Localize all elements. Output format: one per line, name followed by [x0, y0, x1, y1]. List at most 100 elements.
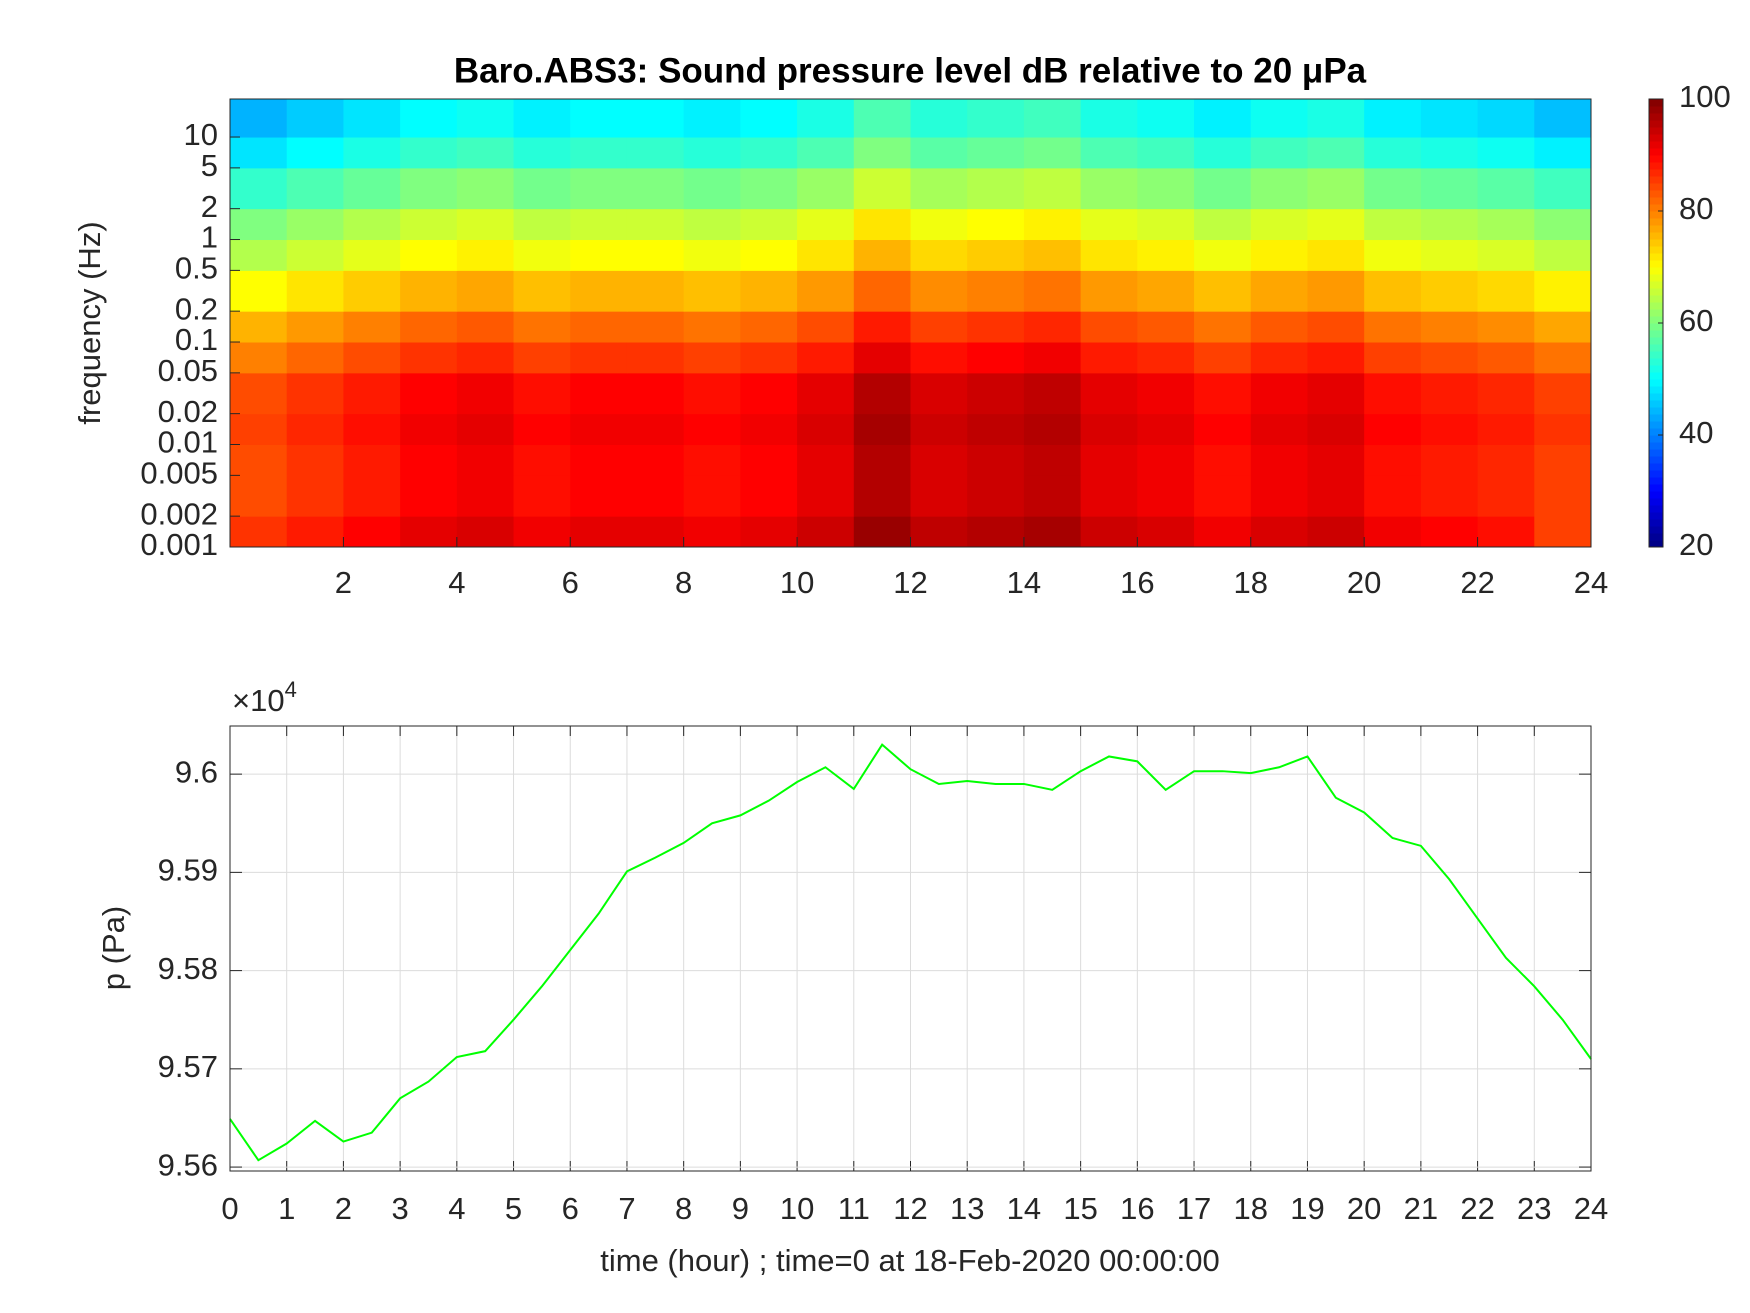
x-tick-label: 24	[1574, 1191, 1608, 1226]
heatmap-cell	[400, 99, 458, 138]
heatmap-cell	[910, 239, 968, 271]
heatmap-cell	[570, 475, 628, 517]
colorbar-segment	[1649, 393, 1663, 401]
heatmap-cell	[1477, 208, 1535, 241]
heatmap-cell	[570, 342, 628, 374]
heatmap-cell	[343, 475, 401, 517]
heatmap-cell	[797, 137, 855, 169]
heatmap-cell	[1420, 270, 1479, 312]
heatmap-cell	[1477, 516, 1535, 548]
colorbar-segment	[1649, 162, 1663, 170]
x-tick-label: 16	[1120, 565, 1154, 600]
colorbar-segment	[1649, 141, 1663, 149]
heatmap-cell	[513, 99, 571, 138]
colorbar-segment	[1649, 351, 1663, 359]
heatmap-cell	[967, 342, 1025, 374]
heatmap-cell	[1080, 342, 1138, 374]
colorbar-segment	[1649, 183, 1663, 191]
colorbar-segment	[1649, 274, 1663, 282]
x-tick-label: 20	[1347, 1191, 1381, 1226]
heatmap-cell	[910, 342, 968, 374]
heatmap-cell	[343, 208, 401, 241]
heatmap-cell	[626, 167, 685, 210]
heatmap-cell	[1023, 444, 1082, 476]
heatmap-cell	[1477, 311, 1535, 343]
heatmap-cell	[740, 444, 798, 476]
heatmap-cell	[456, 239, 515, 271]
heatmap-cell	[1477, 372, 1535, 415]
heatmap-cell	[1477, 413, 1535, 446]
heatmap-cell	[1137, 137, 1195, 169]
heatmap-cell	[286, 475, 344, 517]
chart-title: Baro.ABS3: Sound pressure level dB relat…	[454, 51, 1367, 90]
heatmap-cell	[626, 208, 685, 241]
y-tick-label: 9.6	[175, 754, 218, 789]
colorbar-segment	[1649, 197, 1663, 205]
heatmap-cell	[683, 516, 741, 548]
colorbar-segment	[1649, 358, 1663, 366]
heatmap-cell	[1364, 444, 1422, 476]
heatmap-cell	[740, 516, 798, 548]
heatmap-cell	[967, 99, 1025, 138]
heatmap-cell	[1023, 167, 1082, 210]
colorbar-segment	[1649, 302, 1663, 310]
data-line	[229, 743, 1592, 1162]
colorbar-segment	[1649, 176, 1663, 184]
heatmap-cell	[1534, 342, 1592, 374]
heatmap-cell	[1364, 208, 1422, 241]
heatmap-cell	[1194, 413, 1252, 446]
colorbar-segment	[1649, 428, 1663, 436]
heatmap-cell	[1137, 342, 1195, 374]
heatmap-cell	[400, 372, 458, 415]
heatmap-cell	[1307, 208, 1365, 241]
heatmap-cell	[1307, 342, 1365, 374]
heatmap-cell	[797, 270, 855, 312]
heatmap-cell	[570, 208, 628, 241]
heatmap-cell	[1137, 270, 1195, 312]
heatmap-cell	[1250, 372, 1308, 415]
heatmap-cell	[1477, 270, 1535, 312]
heatmap-cell	[626, 372, 685, 415]
heatmap-cell	[853, 372, 911, 415]
heatmap-cell	[853, 167, 911, 210]
colorbar-segment	[1649, 456, 1663, 464]
y-tick-label: 0.01	[158, 425, 218, 460]
heatmap-cell	[1364, 270, 1422, 312]
heatmap-cell	[1023, 475, 1082, 517]
heatmap-cell	[1534, 99, 1592, 138]
heatmap-cell	[456, 475, 515, 517]
heatmap-cell	[1420, 239, 1479, 271]
heatmap-cell	[1534, 516, 1592, 548]
heatmap-cell	[853, 444, 911, 476]
y-tick-label: 0.02	[158, 394, 218, 429]
heatmap-cell	[797, 444, 855, 476]
heatmap-cell	[1023, 99, 1082, 138]
heatmap-cell	[286, 137, 344, 169]
heatmap-cell	[853, 137, 911, 169]
heatmap-cell	[740, 239, 798, 271]
heatmap-cell	[740, 208, 798, 241]
heatmap-cell	[400, 475, 458, 517]
heatmap-cell	[230, 311, 288, 343]
heatmap-cell	[1023, 137, 1082, 169]
heatmap-cell	[1477, 239, 1535, 271]
heatmap-cell	[343, 372, 401, 415]
heatmap-cell	[343, 239, 401, 271]
colorbar-segment	[1649, 127, 1663, 135]
heatmap-cell	[343, 444, 401, 476]
heatmap-cell	[683, 239, 741, 271]
heatmap-cell	[570, 516, 628, 548]
heatmap-cell	[683, 444, 741, 476]
y-tick-label: 1	[201, 220, 218, 255]
heatmap-cell	[1137, 239, 1195, 271]
x-tick-label: 14	[1007, 565, 1041, 600]
heatmap-cell	[797, 311, 855, 343]
heatmap-cell	[1420, 167, 1479, 210]
heatmap-cell	[286, 444, 344, 476]
colorbar-segment	[1649, 505, 1663, 513]
heatmap-cell	[1080, 208, 1138, 241]
heatmap-cell	[1477, 444, 1535, 476]
heatmap-cell	[513, 413, 571, 446]
heatmap-cell	[853, 413, 911, 446]
